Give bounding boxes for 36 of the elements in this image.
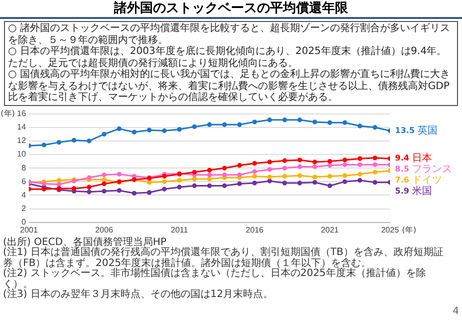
text: フランス xyxy=(412,164,452,175)
y-tick-label: 2 xyxy=(21,204,26,213)
text: 英国 xyxy=(418,124,438,136)
y-tick-label: 12 xyxy=(16,136,26,145)
y-tick-label: 0 xyxy=(21,217,26,226)
data-label: 5.9 xyxy=(395,186,410,196)
text: (出所) OECD、各国債務管理当局HP xyxy=(3,236,166,248)
text: ○ 日本の平均償還年限は、2003年度を底に長期化傾向にあり、2025年度末（推計値）は9.4年。ただし、足元では超長期債の発行減額により短期化傾向にある。 xyxy=(8,46,448,68)
text: ドイツ xyxy=(412,174,442,186)
data-label: 7.6 xyxy=(395,175,410,184)
x-tick-label: 2006 xyxy=(95,224,114,234)
y-tick-label: 14 xyxy=(16,122,26,132)
text: 4 xyxy=(452,306,459,317)
y-tick-label: 10 xyxy=(16,149,26,158)
y-axis-title: (年) xyxy=(0,108,15,118)
data-label: 9.4 xyxy=(395,153,410,162)
text: ○ 国債残高の平均年限が相対的に長い我が国では、足もとの金利上昇の影響が直ちに利払費に大きな影響を与えるわけではないが、将来、着実に利払費への影響を生じさせる以上、債務残高対GDP比を着実に引き下げ、マーケットからの信認を確保していく必要がある。 xyxy=(8,69,451,104)
y-tick-label: 6 xyxy=(21,176,26,186)
y-tick-label: 16 xyxy=(16,108,26,118)
text: ○ 諸外国のストックベースの平均償還年限を比較すると、超長期ゾーンの発行割合が多いイギリスを除き、５～９年の範囲内で推移。 xyxy=(8,23,451,46)
y-tick-label: 8 xyxy=(21,162,26,172)
text: (注2) ストックベース。非市場性国債は含まない（ただし、日本の2025年度末（推計値）を除く）。 xyxy=(3,268,427,290)
x-tick-label: 2011 xyxy=(170,224,189,234)
text: (注3) 日本のみ翌年３月末時点、その他の国は12月末時点。 xyxy=(3,289,274,300)
x-tick-label: 2021 xyxy=(320,224,340,234)
text: 米国 xyxy=(412,184,432,197)
y-tick-label: 4 xyxy=(21,190,26,199)
text: (注1) 日本は普通国債の発行残高の平均償還年限であり、割引短期国債（TB）を含み、政府短期証券（FB）は含まず。2025年度末は推計値。諸外国は短期債（１年以下）を含む。 xyxy=(3,247,444,268)
data-label: 13.5 xyxy=(395,125,416,134)
x-tick-label: 2001 xyxy=(20,224,38,234)
data-label: 8.5 xyxy=(395,164,410,174)
x-axis-title: (年) xyxy=(402,224,416,234)
chart-title: 諸外国のストックベースの平均償還年限 xyxy=(0,0,462,19)
x-tick-label: 2025 xyxy=(381,224,400,234)
text: 日本 xyxy=(412,152,432,164)
x-tick-label: 2016 xyxy=(246,224,264,234)
